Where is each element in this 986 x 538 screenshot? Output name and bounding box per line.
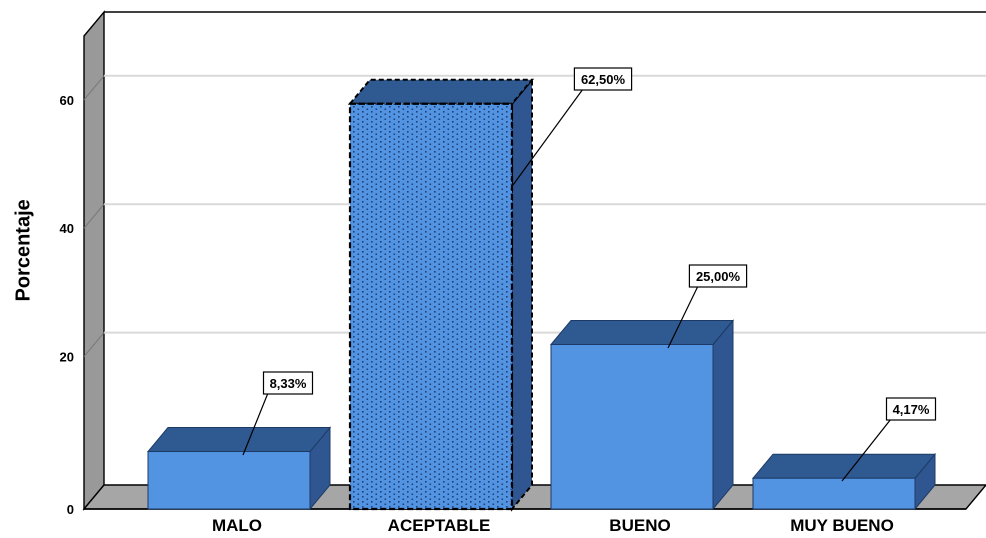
- y-tick-label: 60: [60, 93, 74, 108]
- bars: [146, 76, 937, 512]
- bar-side: [712, 319, 734, 511]
- data-label-leader: [242, 392, 269, 456]
- bar-front: [752, 477, 916, 510]
- data-label: 4,17%: [841, 397, 937, 482]
- x-tick-label: MALO: [212, 516, 262, 535]
- left-wall: [83, 10, 105, 511]
- gridlines: [83, 74, 986, 357]
- gridline-wall: [83, 203, 105, 229]
- data-labels: 8,33% 62,50% 25,00% 4,17%: [242, 67, 937, 482]
- bar-side: [511, 76, 533, 512]
- data-label: 8,33%: [242, 371, 314, 456]
- x-tick-label: MUY BUENO: [790, 516, 894, 535]
- data-label-leader: [667, 285, 699, 349]
- y-tick-label: 40: [60, 221, 74, 236]
- gridline-wall: [83, 75, 105, 101]
- data-label-leader: [512, 88, 584, 186]
- bar-aceptable: [347, 76, 535, 512]
- data-label-box: [573, 67, 633, 91]
- gridline-wall: [83, 332, 105, 357]
- bar-muy-bueno: [751, 452, 937, 511]
- bar-top: [347, 78, 535, 105]
- data-label-text: 4,17%: [893, 402, 930, 417]
- bar-top: [549, 320, 735, 345]
- data-label-box: [688, 264, 748, 288]
- y-axis-ticks: 0 20 40 60: [60, 93, 74, 517]
- data-label-box: [262, 371, 314, 395]
- y-tick-label: 0: [67, 502, 74, 517]
- data-label-leader: [841, 418, 892, 482]
- x-axis-labels: MALO ACEPTABLE BUENO MUY BUENO: [212, 516, 894, 535]
- data-label: 25,00%: [667, 264, 748, 349]
- bar-front: [348, 102, 514, 511]
- x-tick-label: BUENO: [609, 516, 670, 535]
- x-tick-label: ACEPTABLE: [388, 516, 491, 535]
- data-label-text: 8,33%: [270, 376, 307, 391]
- bar-front: [550, 344, 714, 510]
- y-axis-title: Porcentaje: [12, 199, 35, 302]
- y-tick-label: 20: [60, 350, 74, 365]
- data-label: 62,50%: [512, 67, 633, 186]
- bar-front: [147, 451, 311, 510]
- data-label-text: 25,00%: [696, 269, 741, 284]
- data-label-text: 62,50%: [581, 72, 626, 87]
- bar-bueno: [549, 319, 735, 511]
- bar-malo: [146, 426, 332, 511]
- data-label-box: [885, 397, 937, 421]
- bar-top: [751, 453, 937, 479]
- bar-top: [146, 427, 332, 453]
